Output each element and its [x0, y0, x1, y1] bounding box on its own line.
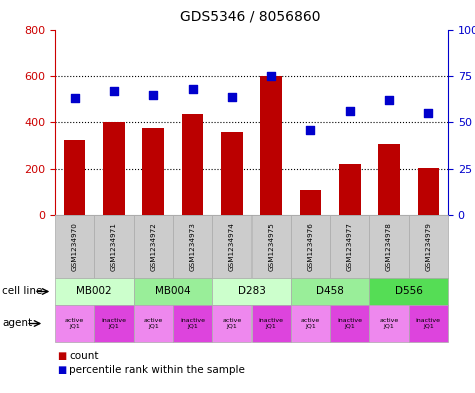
Bar: [142, 128, 164, 215]
Text: D556: D556: [395, 286, 423, 296]
Point: [71, 95, 78, 102]
Text: active
JQ1: active JQ1: [65, 318, 84, 329]
Text: inactive
JQ1: inactive JQ1: [102, 318, 126, 329]
Text: D458: D458: [316, 286, 344, 296]
Text: GSM1234974: GSM1234974: [229, 222, 235, 271]
Text: GDS5346 / 8056860: GDS5346 / 8056860: [180, 10, 321, 24]
Bar: [378, 145, 400, 215]
Point: [150, 92, 157, 98]
Bar: [64, 140, 86, 215]
Bar: [339, 164, 361, 215]
Bar: [300, 189, 321, 215]
Text: cell line: cell line: [2, 286, 43, 296]
Point: [425, 110, 432, 116]
Text: inactive
JQ1: inactive JQ1: [337, 318, 362, 329]
Text: percentile rank within the sample: percentile rank within the sample: [69, 365, 245, 375]
Text: GSM1234976: GSM1234976: [307, 222, 314, 271]
Text: inactive
JQ1: inactive JQ1: [259, 318, 284, 329]
Point: [267, 73, 275, 79]
Text: agent: agent: [2, 318, 32, 329]
Text: inactive
JQ1: inactive JQ1: [180, 318, 205, 329]
Text: GSM1234971: GSM1234971: [111, 222, 117, 271]
Text: MB002: MB002: [76, 286, 112, 296]
Text: GSM1234979: GSM1234979: [425, 222, 431, 271]
Text: count: count: [69, 351, 99, 361]
Text: GSM1234970: GSM1234970: [72, 222, 77, 271]
Text: GSM1234972: GSM1234972: [150, 222, 156, 271]
Text: GSM1234977: GSM1234977: [347, 222, 353, 271]
Text: GSM1234978: GSM1234978: [386, 222, 392, 271]
Text: GSM1234973: GSM1234973: [190, 222, 196, 271]
Text: active
JQ1: active JQ1: [380, 318, 399, 329]
Text: ■: ■: [57, 351, 67, 361]
Text: GSM1234975: GSM1234975: [268, 222, 274, 271]
Text: active
JQ1: active JQ1: [301, 318, 320, 329]
Point: [346, 108, 353, 114]
Point: [307, 127, 314, 133]
Bar: [182, 114, 203, 215]
Text: inactive
JQ1: inactive JQ1: [416, 318, 441, 329]
Text: active
JQ1: active JQ1: [143, 318, 163, 329]
Point: [110, 88, 118, 94]
Bar: [418, 167, 439, 215]
Text: D283: D283: [238, 286, 266, 296]
Text: active
JQ1: active JQ1: [222, 318, 241, 329]
Text: ■: ■: [57, 365, 67, 375]
Point: [189, 86, 196, 92]
Bar: [260, 76, 282, 215]
Point: [385, 97, 393, 103]
Bar: [221, 132, 243, 215]
Point: [228, 94, 236, 100]
Bar: [103, 123, 125, 215]
Text: MB004: MB004: [155, 286, 191, 296]
